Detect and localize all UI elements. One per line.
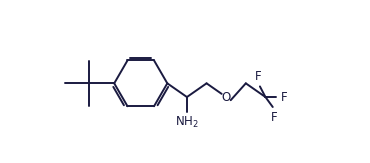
Text: F: F xyxy=(281,90,287,104)
Text: O: O xyxy=(222,90,231,104)
Text: NH$_2$: NH$_2$ xyxy=(175,115,199,131)
Text: F: F xyxy=(255,70,262,83)
Text: F: F xyxy=(271,111,278,124)
